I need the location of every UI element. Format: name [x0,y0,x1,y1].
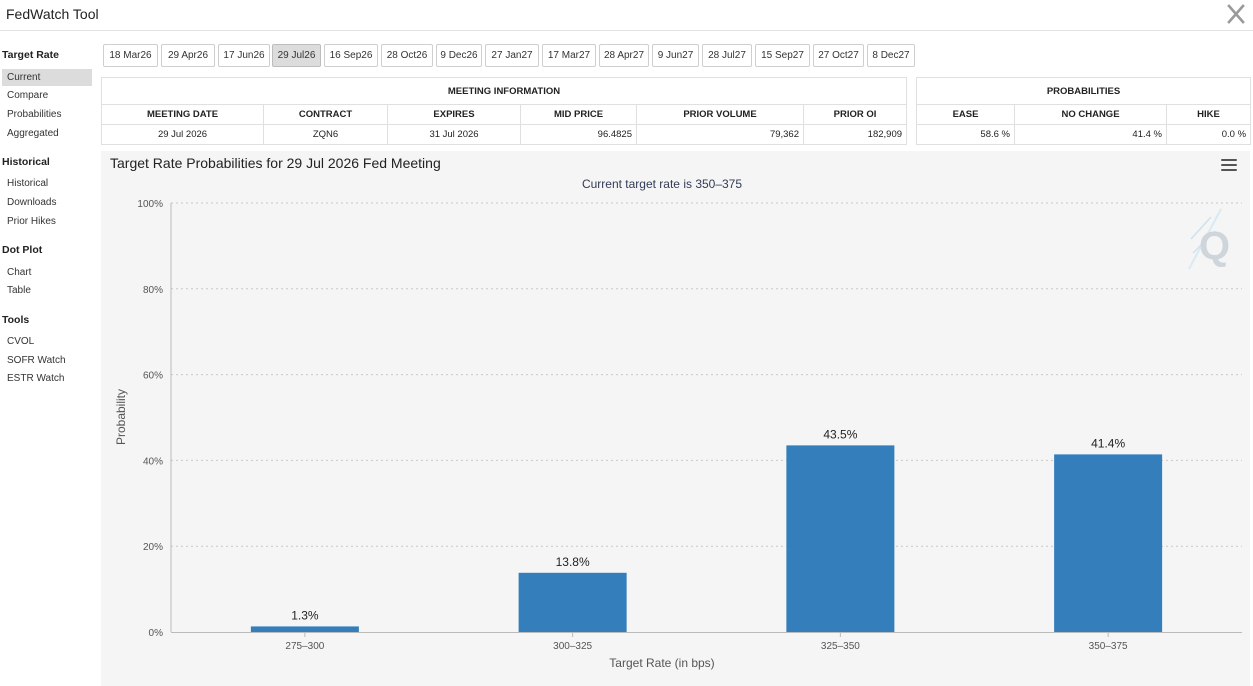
bar-chart: Current target rate is 350–375 0% 20% 40% 6… [114,177,1242,670]
sidebar-item-probabilities[interactable]: Probabilities [7,109,62,120]
column-header: EXPIRES [387,104,521,125]
prior-volume-value: 79,362 [636,124,804,145]
sidebar-item-prior-hikes[interactable]: Prior Hikes [7,216,56,227]
tab-17-mar27[interactable]: 17 Mar27 [542,44,596,67]
expires-value: 31 Jul 2026 [387,124,521,145]
bar-data-label: 43.5% [823,427,857,441]
y-tick-label: 40% [143,456,163,467]
tab-17-jun26[interactable]: 17 Jun26 [218,44,270,67]
sidebar-heading-target-rate: Target Rate [2,49,59,61]
sidebar-heading-dot-plot: Dot Plot [2,244,43,256]
x-axis-title: Target Rate (in bps) [609,656,714,670]
no-change-value: 41.4 % [1014,124,1167,145]
hamburger-menu-icon[interactable] [1221,159,1237,173]
probabilities-table: PROBABILITIES EASE NO CHANGE HIKE 58.6 %… [915,77,1252,145]
tab-29-jul26[interactable]: 29 Jul26 [272,44,321,67]
bar-275-300[interactable] [250,626,359,632]
meeting-information-title: MEETING INFORMATION [100,77,908,105]
tab-27-oct27[interactable]: 27 Oct27 [813,44,864,67]
tab-28-apr27[interactable]: 28 Apr27 [599,44,649,67]
column-header: PRIOR OI [802,104,908,125]
column-header: MID PRICE [520,104,637,125]
column-header: HIKE [1165,104,1252,125]
bar-350-375[interactable] [1054,454,1163,632]
table-row: 58.6 % 41.4 % 0.0 % [916,124,1252,145]
q-watermark-icon: Q [1188,208,1230,270]
column-header: CONTRACT [263,104,388,125]
contract-value: ZQN6 [263,124,388,145]
y-tick-label: 80% [143,285,163,296]
bar-data-label: 41.4% [1091,436,1125,450]
sidebar-heading-historical: Historical [2,156,50,168]
sidebar-item-sofr-watch[interactable]: SOFR Watch [7,355,66,366]
y-tick-label: 60% [143,371,163,382]
tab-15-sep27[interactable]: 15 Sep27 [755,44,810,67]
column-header: MEETING DATE [101,104,264,125]
ease-value: 58.6 % [916,124,1015,145]
x-tick-label: 300–325 [553,641,592,652]
mid-price-value: 96.4825 [520,124,637,145]
bar-300-325[interactable] [518,572,627,632]
title-bar: FedWatch Tool X [0,0,1253,31]
bar-data-label: 1.3% [291,608,319,622]
x-tick-label: 350–375 [1089,641,1128,652]
y-axis-title: Probability [114,389,128,445]
tab-27-jan27[interactable]: 27 Jan27 [485,44,539,67]
sidebar-item-aggregated[interactable]: Aggregated [7,128,59,139]
chart-title: Target Rate Probabilities for 29 Jul 202… [110,155,441,171]
table-row: 29 Jul 2026 ZQN6 31 Jul 2026 96.4825 79,… [101,124,908,145]
tab-28-jul27[interactable]: 28 Jul27 [702,44,752,67]
meeting-information-table: MEETING INFORMATION MEETING DATE CONTRAC… [100,77,908,145]
tab-18-mar26[interactable]: 18 Mar26 [103,44,158,67]
chart-subtitle: Current target rate is 350–375 [582,177,742,191]
y-tick-label: 20% [143,542,163,553]
sidebar-item-downloads[interactable]: Downloads [7,197,57,208]
tab-9-dec26[interactable]: 9 Dec26 [436,44,482,67]
tab-8-dec27[interactable]: 8 Dec27 [867,44,915,67]
tab-29-apr26[interactable]: 29 Apr26 [161,44,215,67]
column-header: EASE [916,104,1015,125]
close-icon[interactable]: X [1226,3,1246,25]
sidebar-item-chart[interactable]: Chart [7,267,32,278]
y-tick-label: 100% [137,199,163,210]
bar-data-label: 13.8% [556,555,590,569]
sidebar-item-table[interactable]: Table [7,285,31,296]
tab-16-sep26[interactable]: 16 Sep26 [324,44,378,67]
column-header: PRIOR VOLUME [636,104,804,125]
tab-9-jun27[interactable]: 9 Jun27 [652,44,699,67]
bar-325-350[interactable] [786,445,895,632]
sidebar-item-estr-watch[interactable]: ESTR Watch [7,373,65,384]
app-title: FedWatch Tool [6,6,99,22]
prior-oi-value: 182,909 [802,124,908,145]
meeting-date-value: 29 Jul 2026 [101,124,264,145]
sidebar-heading-tools: Tools [2,314,30,326]
tab-28-oct26[interactable]: 28 Oct26 [381,44,433,67]
x-tick-label: 325–350 [821,641,860,652]
sidebar-item-historical[interactable]: Historical [7,178,49,189]
sidebar-item-current[interactable]: Current [2,69,92,86]
x-tick-label: 275–300 [285,641,324,652]
chart-panel: Target Rate Probabilities for 29 Jul 202… [101,151,1250,686]
probabilities-title: PROBABILITIES [915,77,1252,105]
sidebar-item-compare[interactable]: Compare [7,90,49,101]
column-header: NO CHANGE [1014,104,1167,125]
hike-value: 0.0 % [1165,124,1252,145]
svg-text:Q: Q [1199,224,1230,268]
sidebar-item-cvol[interactable]: CVOL [7,336,35,347]
y-tick-label: 0% [149,628,164,639]
